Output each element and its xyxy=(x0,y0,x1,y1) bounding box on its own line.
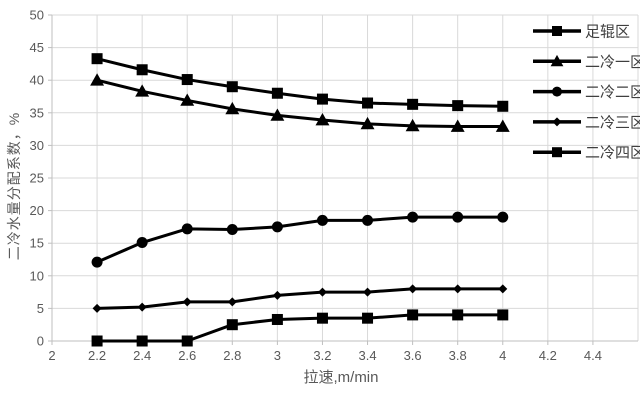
svg-text:2: 2 xyxy=(48,348,55,363)
svg-text:50: 50 xyxy=(30,8,44,23)
legend-item-1: 足辊区 xyxy=(533,24,630,41)
svg-text:4.4: 4.4 xyxy=(584,348,602,363)
legend-label: 二冷二区 xyxy=(585,84,640,101)
x-tick-labels: 2 2.2 2.4 2.6 2.8 3 3.2 3.4 3.6 3.8 4 4.2 4.4 xyxy=(48,348,602,363)
svg-text:45: 45 xyxy=(30,40,44,55)
series-5 xyxy=(91,309,509,347)
svg-text:3: 3 xyxy=(274,348,281,363)
legend-item-4: 二冷三区 xyxy=(533,114,640,131)
svg-text:4: 4 xyxy=(499,348,506,363)
svg-text:10: 10 xyxy=(30,268,44,283)
svg-text:25: 25 xyxy=(30,171,44,186)
series-1 xyxy=(91,53,509,112)
svg-text:35: 35 xyxy=(30,105,44,120)
series-2 xyxy=(90,73,510,132)
y-axis-title: 二冷水量分配系数，% xyxy=(6,111,22,261)
series-3 xyxy=(91,211,509,268)
legend-label: 足辊区 xyxy=(585,24,630,41)
axes xyxy=(48,14,638,345)
legend-label: 二冷一区 xyxy=(585,54,640,71)
svg-text:0: 0 xyxy=(37,334,44,349)
svg-text:20: 20 xyxy=(30,203,44,218)
legend-item-2: 二冷一区 xyxy=(533,54,640,71)
y-tick-labels: 0 5 10 15 20 25 30 35 40 45 50 xyxy=(30,8,44,349)
legend-item-5: 二冷四区 xyxy=(533,145,640,162)
svg-text:2.8: 2.8 xyxy=(223,348,241,363)
svg-text:40: 40 xyxy=(30,73,44,88)
svg-text:3.4: 3.4 xyxy=(358,348,376,363)
svg-text:3.8: 3.8 xyxy=(449,348,467,363)
svg-text:3.6: 3.6 xyxy=(404,348,422,363)
svg-text:4.2: 4.2 xyxy=(539,348,557,363)
series-4 xyxy=(92,284,508,313)
legend-label: 二冷三区 xyxy=(585,114,640,131)
svg-text:5: 5 xyxy=(37,301,44,316)
svg-text:3.2: 3.2 xyxy=(313,348,331,363)
svg-text:2.2: 2.2 xyxy=(88,348,106,363)
svg-text:15: 15 xyxy=(30,236,44,251)
x-axis-title: 拉速,m/min xyxy=(303,369,379,386)
legend-label: 二冷四区 xyxy=(585,145,640,162)
svg-text:30: 30 xyxy=(30,138,44,153)
legend-item-3: 二冷二区 xyxy=(533,84,640,101)
svg-text:2.4: 2.4 xyxy=(133,348,151,363)
svg-text:2.6: 2.6 xyxy=(178,348,196,363)
